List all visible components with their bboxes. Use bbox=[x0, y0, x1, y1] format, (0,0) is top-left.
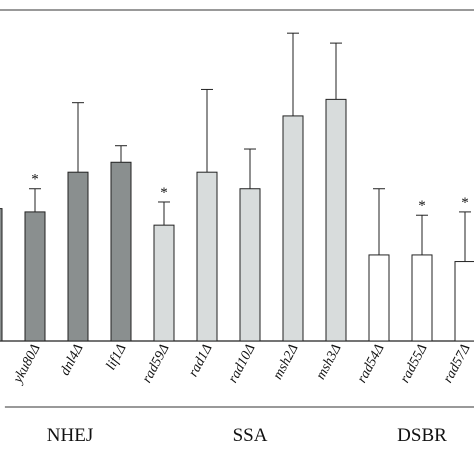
group-label-nhej: NHEJ bbox=[47, 425, 93, 446]
bar-5 bbox=[239, 188, 261, 342]
tick-label-9: rad55Δ bbox=[398, 342, 431, 386]
tick-label-0: yku80Δ bbox=[10, 342, 44, 388]
bar-1 bbox=[67, 171, 89, 342]
bar-6 bbox=[282, 115, 304, 342]
bar-4 bbox=[196, 171, 218, 342]
bar-9 bbox=[411, 254, 433, 342]
significance-star-10: * bbox=[461, 195, 469, 211]
bar-7 bbox=[325, 98, 347, 342]
tick-label-5: rad10Δ bbox=[226, 342, 259, 386]
bar-10 bbox=[454, 261, 474, 342]
tick-label-3: rad59Δ bbox=[140, 342, 173, 386]
bar-0 bbox=[24, 211, 46, 342]
group-label-ssa: SSA bbox=[233, 425, 268, 446]
tick-label-8: rad54Δ bbox=[355, 342, 388, 386]
bar-partial-left bbox=[0, 208, 3, 342]
bar-8 bbox=[368, 254, 390, 342]
tick-label-2: lif1Δ bbox=[104, 342, 130, 373]
tick-label-7: msh3Δ bbox=[314, 342, 345, 382]
group-label-dsbr: DSBR bbox=[397, 425, 447, 446]
significance-star-0: * bbox=[31, 172, 39, 188]
significance-star-9: * bbox=[418, 198, 426, 214]
tick-label-6: msh2Δ bbox=[271, 342, 302, 382]
significance-star-3: * bbox=[160, 185, 168, 201]
tick-label-4: rad1Δ bbox=[186, 342, 216, 380]
tick-label-1: dnl4Δ bbox=[58, 342, 87, 378]
tick-label-10: rad57Δ bbox=[441, 342, 474, 386]
bar-3 bbox=[153, 224, 175, 342]
bar-2 bbox=[110, 161, 132, 342]
